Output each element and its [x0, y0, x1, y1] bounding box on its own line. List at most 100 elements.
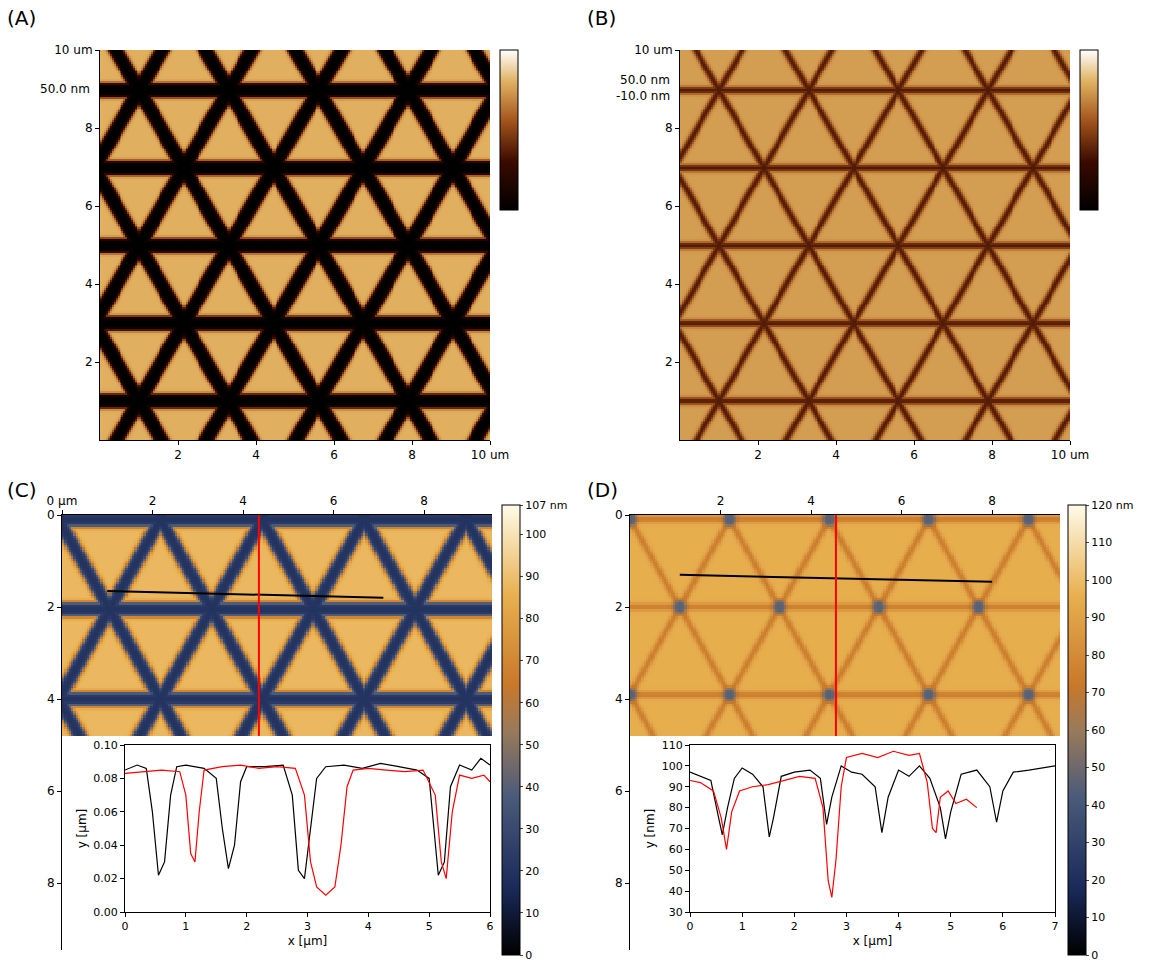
svg-text:40: 40: [669, 885, 683, 898]
svg-text:0.04: 0.04: [93, 839, 118, 852]
svg-text:60: 60: [1091, 724, 1105, 737]
svg-text:6: 6: [999, 920, 1006, 933]
svg-text:8: 8: [85, 121, 93, 135]
svg-text:10: 10: [1091, 911, 1105, 924]
svg-text:10 um: 10 um: [471, 448, 509, 462]
svg-text:90: 90: [525, 570, 539, 583]
svg-text:50.0 nm: 50.0 nm: [40, 82, 90, 96]
svg-text:(D): (D): [587, 478, 618, 502]
svg-text:7: 7: [1052, 920, 1059, 933]
svg-text:30: 30: [525, 823, 539, 836]
svg-text:(A): (A): [7, 6, 36, 30]
svg-text:0.02: 0.02: [93, 872, 118, 885]
svg-text:0: 0: [525, 949, 532, 962]
svg-text:3: 3: [304, 920, 311, 933]
svg-text:1: 1: [739, 920, 746, 933]
svg-text:0: 0: [687, 920, 694, 933]
svg-text:4: 4: [239, 494, 247, 508]
svg-text:4: 4: [85, 277, 93, 291]
svg-text:70: 70: [1091, 686, 1105, 699]
svg-text:8: 8: [408, 448, 416, 462]
svg-text:4: 4: [615, 692, 623, 706]
svg-text:10 um: 10 um: [634, 43, 672, 57]
svg-text:2: 2: [615, 600, 623, 614]
svg-text:20: 20: [525, 865, 539, 878]
svg-text:2: 2: [149, 494, 157, 508]
svg-text:40: 40: [1091, 799, 1105, 812]
svg-text:(B): (B): [587, 6, 616, 30]
svg-text:0.06: 0.06: [93, 806, 118, 819]
svg-text:10 um: 10 um: [54, 43, 92, 57]
svg-text:4: 4: [665, 277, 673, 291]
svg-text:8: 8: [988, 448, 996, 462]
svg-text:2: 2: [754, 448, 762, 462]
svg-text:100: 100: [662, 760, 683, 773]
svg-text:30: 30: [669, 906, 683, 919]
svg-text:-10.0 nm: -10.0 nm: [616, 89, 670, 103]
svg-text:8: 8: [420, 494, 428, 508]
svg-text:100: 100: [1091, 574, 1112, 587]
svg-text:2: 2: [174, 448, 182, 462]
svg-text:y [nm]: y [nm]: [643, 809, 657, 849]
svg-text:5: 5: [947, 920, 954, 933]
svg-text:1: 1: [182, 920, 189, 933]
svg-text:2: 2: [791, 920, 798, 933]
svg-text:6: 6: [85, 199, 93, 213]
svg-text:8: 8: [615, 876, 623, 890]
svg-text:70: 70: [525, 654, 539, 667]
svg-text:6: 6: [330, 494, 338, 508]
svg-text:40: 40: [525, 781, 539, 794]
svg-text:4: 4: [895, 920, 902, 933]
svg-text:4: 4: [47, 692, 55, 706]
svg-text:4: 4: [252, 448, 260, 462]
svg-text:0: 0: [122, 920, 129, 933]
svg-text:0: 0: [615, 508, 623, 522]
svg-text:10: 10: [525, 907, 539, 920]
svg-text:30: 30: [1091, 836, 1105, 849]
svg-text:3: 3: [843, 920, 850, 933]
svg-text:2: 2: [243, 920, 250, 933]
svg-text:6: 6: [665, 199, 673, 213]
svg-text:0: 0: [47, 508, 55, 522]
svg-text:0.10: 0.10: [93, 739, 118, 752]
svg-text:60: 60: [525, 697, 539, 710]
svg-text:x [µm]: x [µm]: [853, 934, 893, 948]
svg-text:(C): (C): [7, 478, 37, 502]
svg-text:107 nm: 107 nm: [525, 499, 567, 512]
svg-text:6: 6: [330, 448, 338, 462]
svg-text:80: 80: [1091, 649, 1105, 662]
svg-text:x [µm]: x [µm]: [288, 934, 328, 948]
svg-text:100: 100: [525, 528, 546, 541]
svg-text:50: 50: [669, 864, 683, 877]
svg-text:6: 6: [615, 784, 623, 798]
svg-text:0 µm: 0 µm: [47, 494, 78, 508]
svg-text:50: 50: [1091, 761, 1105, 774]
svg-text:10 um: 10 um: [1051, 448, 1089, 462]
svg-text:4: 4: [807, 494, 815, 508]
svg-text:80: 80: [669, 801, 683, 814]
svg-text:110: 110: [662, 739, 683, 752]
svg-text:4: 4: [365, 920, 372, 933]
svg-text:2: 2: [85, 355, 93, 369]
svg-text:70: 70: [669, 822, 683, 835]
svg-text:5: 5: [426, 920, 433, 933]
svg-text:80: 80: [525, 612, 539, 625]
svg-text:y [µm]: y [µm]: [75, 809, 89, 849]
svg-text:6: 6: [47, 784, 55, 798]
svg-text:0: 0: [1091, 949, 1098, 962]
svg-text:2: 2: [717, 494, 725, 508]
svg-text:6: 6: [898, 494, 906, 508]
svg-text:120 nm: 120 nm: [1091, 499, 1133, 512]
svg-text:0.00: 0.00: [93, 906, 118, 919]
svg-text:8: 8: [665, 121, 673, 135]
svg-text:50: 50: [525, 739, 539, 752]
svg-text:20: 20: [1091, 874, 1105, 887]
svg-text:8: 8: [988, 494, 996, 508]
svg-text:60: 60: [669, 843, 683, 856]
svg-text:8: 8: [47, 876, 55, 890]
svg-text:90: 90: [1091, 611, 1105, 624]
svg-text:4: 4: [832, 448, 840, 462]
svg-text:6: 6: [910, 448, 918, 462]
svg-text:90: 90: [669, 781, 683, 794]
svg-text:2: 2: [47, 600, 55, 614]
